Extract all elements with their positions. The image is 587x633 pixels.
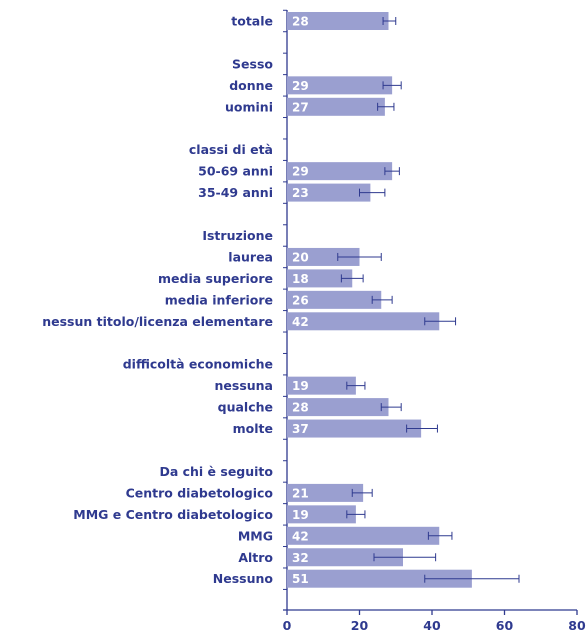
group-header-label: Istruzione — [202, 228, 273, 243]
x-tick-label: 20 — [351, 618, 369, 633]
bar-value-label: 23 — [292, 186, 309, 200]
category-label: laurea — [228, 249, 273, 264]
category-label: 35-49 anni — [198, 185, 273, 200]
bar-value-label: 21 — [292, 486, 309, 500]
category-label: media superiore — [158, 271, 273, 286]
category-label: qualche — [218, 400, 273, 415]
category-label: nessun titolo/licenza elementare — [42, 314, 273, 329]
bar-value-label: 20 — [292, 250, 309, 264]
category-label: media inferiore — [165, 292, 273, 307]
bar — [287, 505, 356, 524]
bar-value-label: 26 — [292, 293, 309, 307]
bar-value-label: 19 — [292, 379, 309, 393]
category-label: Nessuno — [213, 571, 274, 586]
category-label: MMG — [238, 528, 273, 543]
bar-value-label: 28 — [292, 401, 309, 415]
bar-value-label: 29 — [292, 165, 309, 179]
bar-value-label: 19 — [292, 508, 309, 522]
bar-value-label: 27 — [292, 100, 309, 114]
bar — [287, 247, 360, 266]
category-label: 50-69 anni — [198, 164, 273, 179]
category-label: Centro diabetologico — [126, 485, 274, 500]
bar — [287, 183, 371, 202]
bar — [287, 162, 393, 181]
category-label: Altro — [238, 550, 273, 565]
bar-value-label: 18 — [292, 272, 309, 286]
bar — [287, 312, 440, 331]
bar — [287, 97, 385, 116]
x-tick-label: 80 — [568, 618, 586, 633]
bar-value-label: 28 — [292, 15, 309, 29]
category-label: totale — [231, 14, 273, 29]
category-label: nessuna — [215, 378, 274, 393]
category-label: donne — [229, 78, 273, 93]
group-header-label: Da chi è seguito — [159, 464, 273, 479]
bar — [287, 290, 382, 309]
bar — [287, 419, 422, 438]
bar — [287, 376, 356, 395]
bar-value-label: 51 — [292, 572, 309, 586]
category-label: MMG e Centro diabetologico — [73, 507, 273, 522]
category-label: molte — [233, 421, 273, 436]
group-header-label: difficoltà economiche — [123, 357, 273, 372]
bar — [287, 569, 472, 588]
x-tick-label: 40 — [423, 618, 441, 633]
bar-value-label: 42 — [292, 315, 309, 329]
bar — [287, 269, 353, 288]
bar — [287, 548, 403, 567]
category-label: uomini — [225, 99, 273, 114]
bar — [287, 12, 389, 30]
bar-value-label: 37 — [292, 422, 309, 436]
x-tick-label: 0 — [283, 618, 292, 633]
x-tick-label: 60 — [496, 618, 514, 633]
bar-value-label: 29 — [292, 79, 309, 93]
bar — [287, 398, 389, 417]
bar-value-label: 32 — [292, 551, 309, 565]
group-header-label: Sesso — [232, 56, 273, 71]
bar-value-label: 42 — [292, 529, 309, 543]
bar — [287, 483, 364, 502]
bar — [287, 526, 440, 545]
bar — [287, 76, 393, 95]
group-header-label: classi di età — [189, 142, 273, 157]
